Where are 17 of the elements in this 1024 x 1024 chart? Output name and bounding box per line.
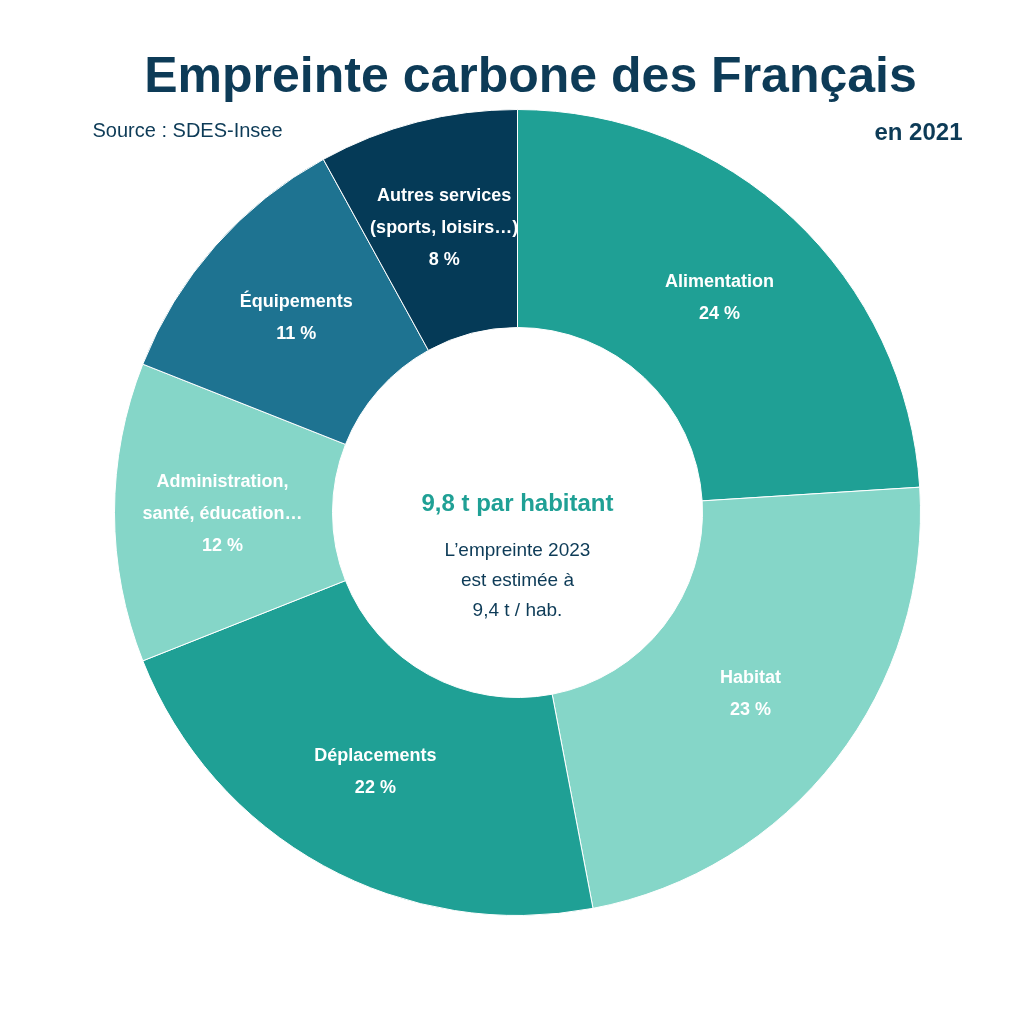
source-note: Source : SDES-Insee bbox=[92, 118, 283, 141]
text: L’empreinte 2023 est estimée à 9,4 t / hab. bbox=[444, 539, 591, 620]
slice-label: Autres services (sports, loisirs…) bbox=[370, 184, 519, 237]
chart-title: Empreinte carbone des Français bbox=[144, 46, 917, 103]
data-label: 12 % bbox=[201, 534, 244, 555]
data-label: 24 % bbox=[698, 303, 740, 324]
data-label: 22 % bbox=[354, 777, 396, 798]
data-label: 8 % bbox=[428, 248, 460, 269]
slice-label: Équipements bbox=[239, 290, 353, 312]
data-label: 11 % bbox=[276, 323, 317, 344]
slice-label: Habitat bbox=[720, 667, 782, 688]
slice-label: Administration, santé, éducation… bbox=[142, 470, 303, 523]
chart-subtitle: en 2021 bbox=[874, 118, 963, 145]
slice-label: Déplacements bbox=[314, 745, 437, 766]
text: 9,8 t par habitant bbox=[421, 489, 614, 516]
slice-label: Alimentation bbox=[664, 271, 774, 292]
data-label: 23 % bbox=[730, 699, 772, 720]
